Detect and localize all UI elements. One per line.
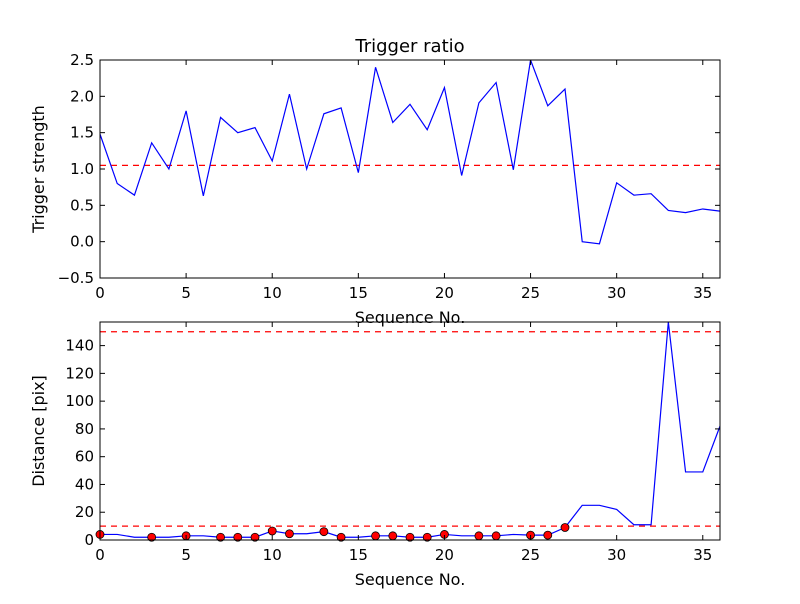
y-tick-label: 2.5 bbox=[70, 51, 94, 69]
y-tick-label: 80 bbox=[75, 420, 94, 438]
distance-threshold-layer bbox=[100, 331, 720, 527]
x-tick-label: 35 bbox=[693, 284, 712, 302]
trigger-y-ticks: −0.5 0.0 0.5 1.0 1.5 2.0 2.5 bbox=[58, 51, 720, 287]
data-point-marker bbox=[422, 532, 432, 542]
trigger-plot-frame bbox=[99, 59, 721, 279]
y-tick-label: 40 bbox=[75, 475, 94, 493]
y-axis-label: Distance [pix] bbox=[29, 375, 48, 487]
x-tick-label: 0 bbox=[95, 546, 105, 564]
y-tick-label: 60 bbox=[75, 448, 94, 466]
data-point-marker bbox=[336, 532, 346, 542]
x-tick-label: 10 bbox=[263, 284, 282, 302]
series-line bbox=[100, 322, 720, 538]
distance-chart: 0 5 10 15 20 25 30 35 0 20 40 60 80 100 120 140 Sequen… bbox=[29, 321, 721, 589]
y-tick-label: 20 bbox=[75, 503, 94, 521]
y-tick-label: 1.0 bbox=[70, 160, 94, 178]
x-tick-label: 20 bbox=[435, 546, 454, 564]
x-tick-label: 15 bbox=[349, 284, 368, 302]
y-tick-label: 2.0 bbox=[70, 87, 94, 105]
x-axis-label: Sequence No. bbox=[355, 308, 466, 327]
data-point-marker bbox=[233, 532, 243, 542]
data-point-marker bbox=[371, 531, 380, 541]
series-line bbox=[100, 60, 720, 245]
distance-series-layer bbox=[100, 322, 720, 538]
y-tick-label: −0.5 bbox=[58, 269, 94, 287]
x-tick-label: 5 bbox=[181, 546, 191, 564]
x-tick-label: 25 bbox=[521, 546, 540, 564]
x-tick-label: 30 bbox=[607, 546, 626, 564]
x-tick-label: 25 bbox=[521, 284, 540, 302]
data-point-marker bbox=[147, 532, 157, 542]
data-point-marker bbox=[319, 527, 329, 537]
y-tick-label: 0.5 bbox=[70, 196, 94, 214]
x-axis-label: Sequence No. bbox=[355, 570, 466, 589]
data-point-marker bbox=[560, 523, 570, 532]
x-tick-label: 35 bbox=[693, 546, 712, 564]
distance-marker-layer bbox=[95, 523, 570, 542]
x-tick-label: 0 bbox=[95, 284, 105, 302]
x-tick-label: 10 bbox=[263, 546, 282, 564]
x-tick-label: 30 bbox=[607, 284, 626, 302]
x-tick-label: 20 bbox=[435, 284, 454, 302]
y-tick-label: 120 bbox=[65, 364, 94, 382]
x-tick-label: 5 bbox=[181, 284, 191, 302]
data-point-marker bbox=[250, 532, 260, 542]
data-point-marker bbox=[388, 531, 398, 541]
distance-x-ticks: 0 5 10 15 20 25 30 35 bbox=[95, 322, 712, 564]
y-tick-label: 0.0 bbox=[70, 233, 94, 251]
distance-plot-frame bbox=[99, 321, 721, 541]
data-point-marker bbox=[216, 532, 225, 542]
data-point-marker bbox=[474, 531, 484, 541]
data-point-marker bbox=[405, 532, 415, 542]
data-point-marker bbox=[491, 531, 501, 541]
y-axis-label: Trigger strength bbox=[29, 105, 48, 234]
data-point-marker bbox=[543, 530, 553, 540]
y-tick-label: 1.5 bbox=[70, 124, 94, 142]
trigger-x-ticks: 0 5 10 15 20 25 30 35 bbox=[95, 60, 712, 302]
y-tick-label: 140 bbox=[65, 337, 94, 355]
x-tick-label: 15 bbox=[349, 546, 368, 564]
trigger-ratio-chart: 0 5 10 15 20 25 30 35 −0.5 0.0 0.5 1.0 1.5 2.0 2.5 Tr… bbox=[29, 36, 721, 327]
chart-title: Trigger ratio bbox=[354, 36, 464, 57]
distance-y-ticks: 0 20 40 60 80 100 120 140 bbox=[65, 337, 720, 549]
y-tick-label: 100 bbox=[65, 392, 94, 410]
y-tick-label: 0 bbox=[84, 531, 94, 549]
trigger-series-layer bbox=[100, 60, 720, 245]
data-point-marker bbox=[285, 529, 294, 539]
data-point-marker bbox=[267, 526, 277, 536]
